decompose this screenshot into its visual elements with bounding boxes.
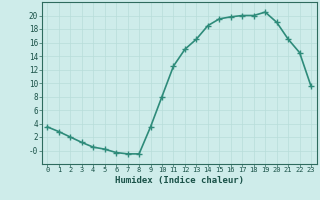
X-axis label: Humidex (Indice chaleur): Humidex (Indice chaleur) [115, 176, 244, 185]
